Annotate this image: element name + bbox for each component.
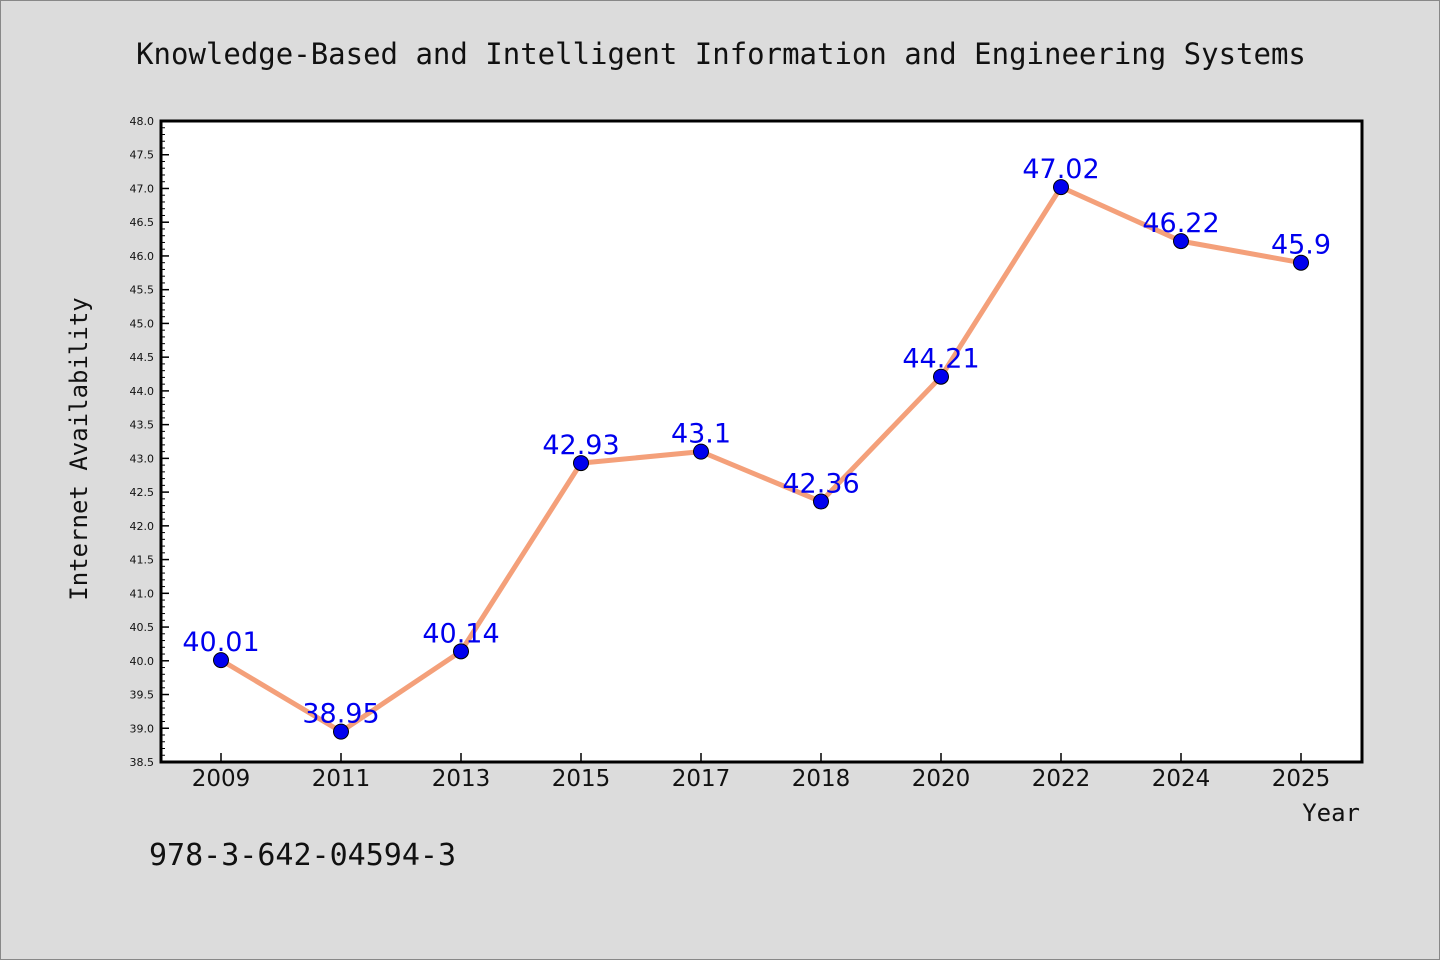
data-point (1173, 233, 1189, 250)
y-tick-label: 48.0 (130, 115, 155, 128)
y-tick-label: 40.5 (130, 621, 155, 634)
x-tick-label: 2017 (672, 766, 731, 792)
x-tick-label: 2025 (1272, 766, 1331, 792)
y-tick-label: 38.5 (130, 756, 155, 769)
y-tick-label: 45.0 (130, 317, 155, 330)
data-point (213, 652, 229, 669)
y-tick-label: 42.0 (130, 520, 155, 533)
y-tick-label: 41.0 (130, 587, 155, 600)
y-tick-label: 46.0 (130, 250, 155, 263)
data-label: 44.21 (902, 344, 979, 375)
data-label: 42.36 (782, 469, 859, 500)
series-line (218, 184, 1304, 735)
x-tick-label: 2024 (1152, 766, 1211, 792)
data-label: 47.02 (1022, 154, 1099, 185)
x-axis: 2009 2011 2013 2015 2017 2018 2020 2022 2024 2025 (192, 753, 1331, 792)
data-labels: 40.01 38.95 40.14 42.93 43.1 42.36 44.21 47.02 4… (182, 154, 1331, 730)
data-point (573, 455, 589, 472)
plot-area (159, 119, 1364, 764)
data-label: 46.22 (1142, 208, 1219, 239)
y-tick-label: 41.5 (130, 554, 155, 567)
x-tick-label: 2009 (192, 766, 251, 792)
data-point (933, 368, 949, 385)
data-point (453, 643, 469, 660)
x-axis-label: Year (1302, 799, 1360, 827)
x-tick-label: 2018 (792, 766, 851, 792)
x-tick-label: 2013 (432, 766, 491, 792)
data-point (333, 723, 349, 740)
data-label: 40.01 (182, 627, 259, 658)
y-tick-label: 45.5 (130, 284, 155, 297)
y-tick-label: 44.5 (130, 351, 155, 364)
data-label: 38.95 (302, 699, 379, 730)
y-tick-label: 40.0 (130, 655, 155, 668)
y-tick-label: 42.5 (130, 486, 155, 499)
y-axis-label: Internet Availability (65, 297, 93, 600)
data-points (213, 179, 1309, 740)
data-point (813, 493, 829, 510)
y-tick-label: 44.0 (130, 385, 155, 398)
chart-title: Knowledge-Based and Intelligent Informat… (136, 37, 1306, 71)
data-point (1293, 254, 1309, 271)
data-label: 45.9 (1271, 230, 1331, 261)
data-label: 43.1 (671, 419, 731, 450)
y-tick-label: 46.5 (130, 216, 155, 229)
y-tick-label: 43.0 (130, 452, 155, 465)
x-tick-label: 2011 (312, 766, 371, 792)
y-tick-label: 47.0 (130, 182, 155, 195)
x-tick-label: 2015 (552, 766, 611, 792)
y-tick-label: 39.5 (130, 689, 155, 702)
y-tick-label: 47.5 (130, 149, 155, 162)
y-tick-label: 43.5 (130, 419, 155, 432)
isbn-text: 978-3-642-04594-3 (149, 838, 456, 873)
y-tick-label: 39.0 (130, 722, 155, 735)
x-tick-label: 2020 (912, 766, 971, 792)
data-label: 40.14 (422, 618, 499, 649)
data-label: 42.93 (542, 430, 619, 461)
data-point (693, 443, 709, 460)
data-point (1053, 179, 1069, 196)
x-tick-label: 2022 (1032, 766, 1091, 792)
y-axis: 38.5 39.0 39.5 40.0 40.5 41.0 41.5 42.0 42.5 43.0… (130, 115, 169, 769)
